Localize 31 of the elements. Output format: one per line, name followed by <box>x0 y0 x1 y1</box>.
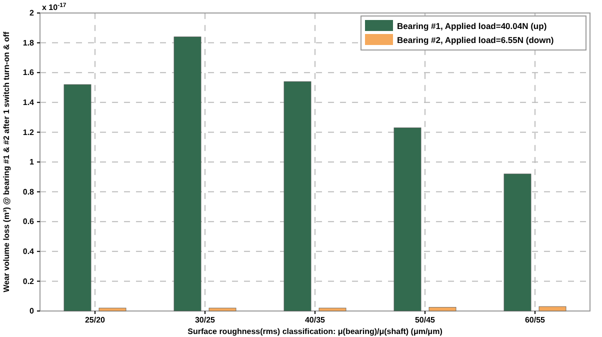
bar <box>208 308 236 312</box>
text: x 10$^{-17}$ <box>42 2 67 12</box>
legend-label: Bearing #1, Applied load=40.04N (up) <box>397 21 547 31</box>
y-tick-label: 0.6 <box>22 217 35 226</box>
y-tick-label: 1.8 <box>22 38 35 48</box>
y-tick-label: 1.4 <box>22 98 35 107</box>
bar <box>394 128 422 312</box>
bar <box>504 174 532 312</box>
x-tick-label: 40/35 <box>304 316 326 325</box>
y-axis-title: Wear volume loss (m³) @ bearing #1 & #2 after 1 switch turn-on & off <box>2 31 11 292</box>
y-tick-label: 1.2 <box>22 128 35 137</box>
y-tick-label: 0.4 <box>22 246 35 256</box>
bar <box>318 308 346 312</box>
y-tick-label: 2 <box>30 8 35 18</box>
bar <box>428 307 456 312</box>
y-tick-label: 0 <box>30 306 35 316</box>
x-tick-label: 25/20 <box>84 316 106 325</box>
bar <box>98 308 126 312</box>
y-tick-label: 1 <box>30 158 35 167</box>
y-tick-label: 0.8 <box>22 187 35 196</box>
y-tick-label: 0.2 <box>22 276 35 286</box>
x-tick-label: 60/55 <box>524 316 546 325</box>
x-tick-label: 50/45 <box>414 316 436 325</box>
x-axis-title: Surface roughness(rms) classification: μ(bearing)/μ(shaft) (μm/μm) <box>188 327 443 336</box>
y-tick-label: 1.6 <box>22 68 35 78</box>
bar <box>64 84 92 312</box>
bar <box>284 81 312 312</box>
bar <box>174 36 202 312</box>
x-tick-label: 30/25 <box>194 316 216 325</box>
bar <box>538 306 566 312</box>
legend-label: Bearing #2, Applied load=6.55N (down) <box>397 35 554 45</box>
